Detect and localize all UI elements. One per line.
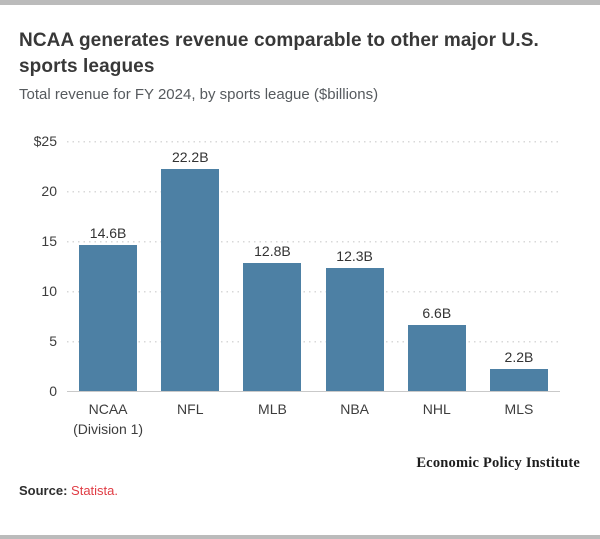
y-tick-label: 10	[41, 283, 57, 299]
x-axis-line	[67, 391, 560, 392]
y-tick-label: 15	[41, 233, 57, 249]
bar	[489, 369, 548, 391]
bottom-border-strip	[0, 535, 600, 539]
x-tick-label: MLB	[258, 401, 287, 417]
y-tick-label: $25	[33, 133, 57, 149]
bar	[79, 245, 138, 391]
bar	[407, 325, 466, 391]
chart-title: NCAA generates revenue comparable to oth…	[19, 30, 539, 77]
epi-credit: Economic Policy Institute	[416, 455, 580, 471]
source-label: Source:	[19, 483, 68, 498]
x-tick-label: MLS	[504, 401, 534, 417]
chart-subtitle: Total revenue for FY 2024, by sports lea…	[19, 86, 379, 103]
y-tick-label: 5	[49, 333, 57, 349]
bar-slot: 2.2B	[478, 127, 560, 391]
gridline	[67, 191, 560, 193]
plot-area: 14.6B 22.2B 12.8B 12.3B 6.6B 2.2B	[67, 127, 560, 391]
source-line: Source: Statista.	[19, 483, 118, 498]
bar	[161, 169, 220, 391]
bar-value-label: 12.3B	[336, 248, 373, 264]
y-tick-label: 20	[41, 183, 57, 199]
bar	[325, 268, 384, 391]
top-border-strip	[0, 0, 600, 5]
source-link[interactable]: Statista.	[71, 483, 118, 498]
gridline	[67, 241, 560, 243]
y-tick-label: 0	[49, 383, 57, 399]
x-tick-label: NFL	[177, 401, 204, 417]
bar-value-label: 14.6B	[89, 225, 127, 241]
x-axis-labels: NCAA (Division 1) NFL MLB NBA NHL MLS	[67, 399, 560, 439]
bar-slot: 14.6B	[67, 127, 149, 391]
bar-chart: $25 20 15 10 5 0 14.6B 22.2B 12.8B 12.3B 6.6B 2.2B N…	[0, 127, 600, 447]
gridline	[67, 341, 560, 343]
x-tick-label: NCAA (Division 1)	[73, 401, 144, 437]
bar	[243, 263, 302, 391]
x-tick-label: NBA	[340, 401, 369, 417]
bar-value-label: 6.6B	[422, 305, 452, 321]
bar-value-label: 2.2B	[504, 349, 534, 365]
x-tick-label: NHL	[422, 401, 451, 417]
bar-slot: 12.8B	[231, 127, 313, 391]
gridline	[67, 291, 560, 293]
bar-value-label: 12.8B	[254, 243, 291, 259]
gridline	[67, 141, 560, 143]
bar-slot: 12.3B	[314, 127, 396, 391]
bar-slot: 22.2B	[149, 127, 231, 391]
bar-value-label: 22.2B	[171, 149, 209, 165]
bar-slot: 6.6B	[396, 127, 478, 391]
